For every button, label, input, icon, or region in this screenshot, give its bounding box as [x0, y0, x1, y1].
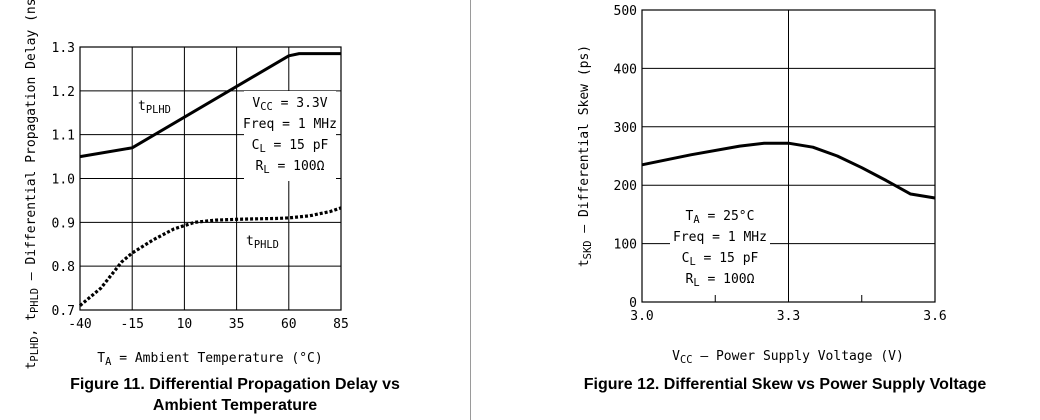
chart-differential-skew: 3.0 3.3 3.6 0 100 200 300 400 500 TA = 25°C Freq =…	[577, 4, 947, 366]
figure-divider	[470, 0, 471, 420]
x-tick-label: 3.6	[923, 309, 946, 324]
series-label-phld: tPHLD	[246, 234, 279, 251]
y-tick-label: 200	[614, 179, 637, 194]
annotation-line: Freq = 1 MHz	[243, 117, 337, 132]
annotation-box	[244, 91, 336, 181]
annotation-line: RL = 100Ω	[256, 159, 325, 176]
annotation-line: RL = 100Ω	[686, 272, 755, 289]
y-tick-label: 500	[614, 4, 637, 19]
y-tick-label: 0.8	[52, 260, 75, 275]
figure-11-caption-line2: Ambient Temperature	[152, 397, 318, 414]
annotation-line: Freq = 1 MHz	[673, 230, 767, 245]
x-tick-label: 85	[333, 317, 349, 332]
chart-propagation-delay: -40 -15 10 35 60 85 0.7 0.8 0.9 1.0 1.1 1.2 1.3 VCC =…	[24, 0, 349, 369]
y-tick-label: 0.7	[52, 304, 75, 319]
y-tick-label: 0	[629, 296, 637, 311]
x-tick-label: 3.3	[777, 309, 800, 324]
annotation-line: CL = 15 pF	[252, 138, 329, 155]
annotation-line: TA = 25°C	[686, 209, 755, 226]
y-axis-label: tPLHD, tPHLD – Differential Propagation …	[24, 0, 41, 369]
annotation-line: CL = 15 pF	[682, 251, 759, 268]
x-tick-label: 3.0	[630, 309, 653, 324]
y-tick-label: 1.0	[52, 173, 75, 188]
plot-area-border	[79, 46, 342, 311]
plot-area-border	[641, 9, 936, 303]
figure-11-caption-line1: Figure 11. Differential Propagation Dela…	[70, 376, 400, 393]
x-tick-label: -15	[120, 317, 143, 332]
series-line-1	[641, 141, 936, 200]
y-tick-label: 1.2	[52, 85, 75, 100]
series-line-1	[79, 52, 341, 159]
annotation-line: VCC = 3.3V	[252, 96, 327, 113]
series-line-2	[78, 206, 342, 307]
x-tick-label: -40	[68, 317, 91, 332]
y-tick-label: 0.9	[52, 216, 75, 231]
y-tick-label: 300	[614, 121, 637, 136]
annotation-box	[670, 204, 770, 294]
y-tick-label: 400	[614, 62, 637, 77]
x-tick-label: 35	[229, 317, 245, 332]
y-axis-label: tSKD – Differential Skew (ps)	[577, 45, 594, 267]
x-axis-label: VCC – Power Supply Voltage (V)	[672, 349, 904, 366]
y-tick-label: 100	[614, 238, 637, 253]
series-label-plhd: tPLHD	[138, 99, 171, 116]
x-tick-label: 60	[281, 317, 297, 332]
x-tick-label: 10	[177, 317, 193, 332]
figure-11-caption: Figure 11. Differential Propagation Dela…	[0, 374, 470, 416]
y-tick-label: 1.1	[52, 129, 75, 144]
figure-12-caption: Figure 12. Differential Skew vs Power Su…	[583, 376, 987, 393]
y-tick-label: 1.3	[52, 41, 75, 56]
x-axis-label: TA = Ambient Temperature (°C)	[97, 351, 322, 368]
